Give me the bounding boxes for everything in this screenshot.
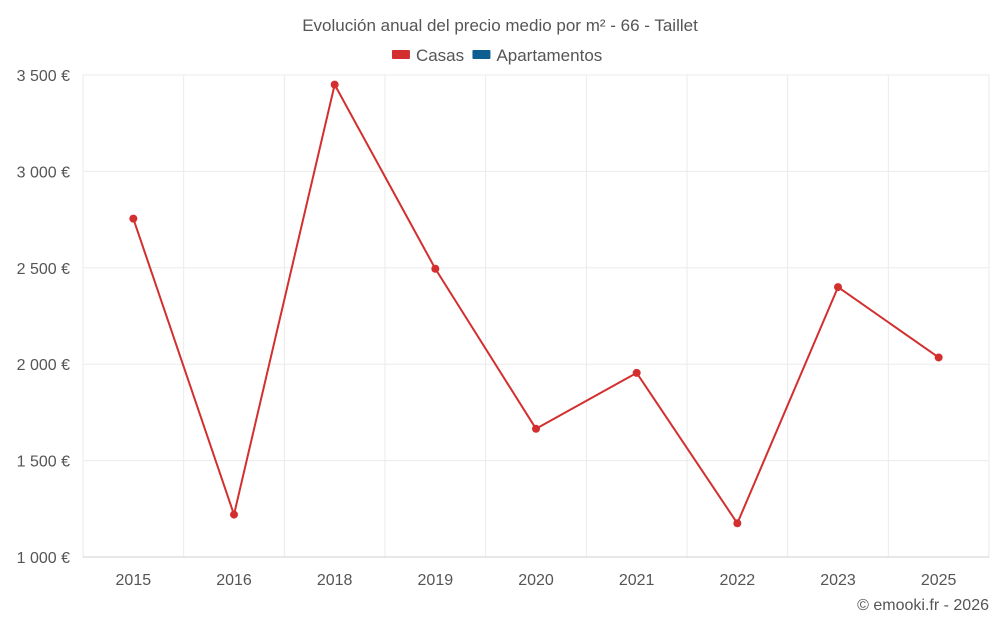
data-point[interactable] [129, 214, 138, 223]
x-axis-ticks: 2015 2016 2018 2019 2020 2021 2022 2023 2025 [116, 572, 957, 589]
data-point[interactable] [934, 353, 943, 362]
legend-label-casas[interactable]: Casas [416, 46, 464, 65]
x-tick-label: 2016 [216, 572, 252, 589]
legend-swatch-apartamentos[interactable] [472, 50, 491, 59]
x-tick-label: 2018 [317, 572, 353, 589]
x-tick-label: 2019 [418, 572, 454, 589]
data-point[interactable] [431, 264, 440, 273]
y-tick-label: 1 500 € [17, 454, 70, 471]
data-point[interactable] [632, 368, 641, 377]
y-tick-label: 1 000 € [17, 550, 70, 567]
legend-label-apartamentos[interactable]: Apartamentos [496, 46, 602, 65]
y-tick-label: 2 000 € [17, 357, 70, 374]
chart-title: Evolución anual del precio medio por m² … [302, 16, 698, 35]
data-point[interactable] [733, 519, 742, 528]
x-tick-label: 2022 [720, 572, 756, 589]
y-tick-label: 3 500 € [17, 68, 70, 85]
data-point[interactable] [230, 510, 238, 519]
series-line-casas [132, 83, 940, 525]
legend: Casas Apartamentos [391, 46, 602, 65]
data-point[interactable] [834, 283, 842, 292]
x-tick-label: 2015 [116, 572, 152, 589]
data-point[interactable] [532, 424, 540, 433]
x-tick-label: 2023 [820, 572, 856, 589]
legend-swatch-casas[interactable] [391, 50, 410, 59]
x-tick-label: 2020 [518, 572, 554, 589]
credit-text: © emooki.fr - 2026 [857, 597, 989, 614]
x-gridlines [82, 75, 990, 557]
y-tick-label: 3 000 € [17, 164, 70, 181]
x-tick-label: 2025 [921, 572, 957, 589]
x-tick-label: 2021 [619, 572, 655, 589]
y-tick-label: 2 500 € [17, 261, 70, 278]
y-axis-ticks: 1 000 € 1 500 € 2 000 € 2 500 € 3 000 € 3 500… [17, 68, 70, 567]
series-group [129, 80, 943, 528]
data-point[interactable] [330, 80, 339, 89]
y-gridlines [83, 74, 989, 462]
